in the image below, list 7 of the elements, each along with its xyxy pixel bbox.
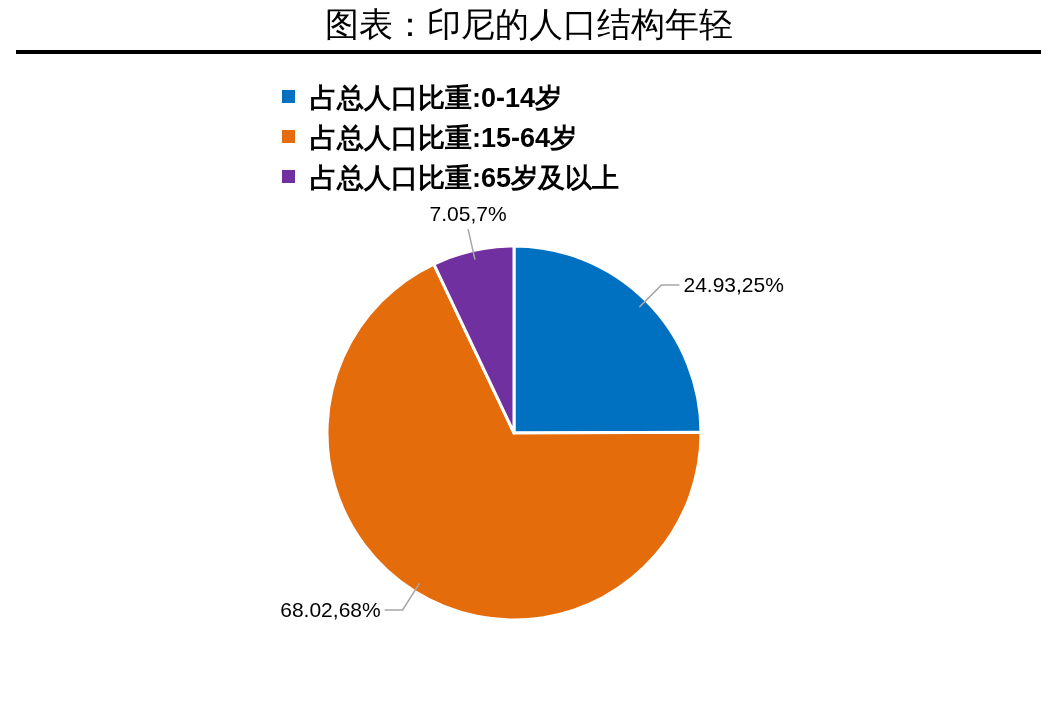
data-label: 7.05,7% (429, 202, 507, 226)
data-label: 68.02,68% (280, 597, 381, 621)
chart-title: 图表：印尼的人口结构年轻 (324, 5, 733, 43)
data-label: 24.93,25% (683, 272, 784, 296)
legend-label: 占总人口比重:65岁及以上 (310, 163, 620, 193)
legend-label: 占总人口比重:15-64岁 (310, 123, 578, 153)
legend-label: 占总人口比重:0-14岁 (310, 83, 563, 113)
